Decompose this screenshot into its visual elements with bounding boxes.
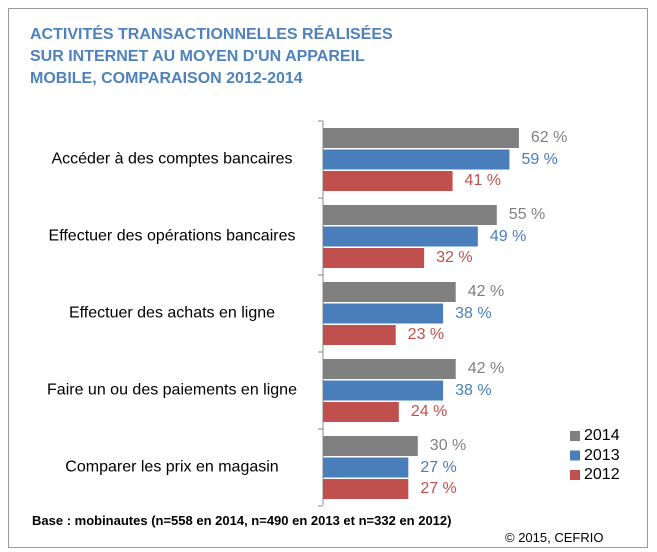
bar [323,282,456,302]
bar [323,436,418,456]
legend-label: 2012 [584,466,620,483]
frame [8,8,648,548]
source: © 2015, CEFRIO [505,530,604,545]
bar [323,359,456,379]
bar [323,149,510,170]
value-label: 27 % [420,458,457,476]
value-label: 38 % [455,304,492,322]
bar [323,248,425,268]
value-label: 59 % [521,150,558,168]
category-label: Comparer les prix en magasin [65,458,279,476]
bar [323,457,409,478]
category-label: Effectuer des opérations bancaires [48,227,296,245]
value-label: 62 % [530,129,568,146]
bar [323,402,399,422]
footnote: Base : mobinautes (n=558 en 2014, n=490 … [32,513,452,528]
bar [323,128,519,148]
value-label: 42 % [467,360,505,377]
bar [323,205,497,225]
category-label: Effectuer des achats en ligne [68,304,276,322]
bar [323,226,478,247]
value-label: 42 % [467,283,505,300]
value-label: 32 % [436,249,473,266]
value-label: 27 % [420,480,457,497]
legend-swatch [570,450,580,461]
value-label: 55 % [508,206,546,223]
bar [323,325,396,345]
value-label: 23 % [407,326,445,343]
value-label: 41 % [464,172,502,189]
bar [323,171,453,191]
bar [323,479,409,499]
value-label: 30 % [429,437,467,454]
category-label: Faire un ou des paiements en ligne [47,381,297,399]
legend-label: 2013 [584,446,620,464]
value-label: 24 % [410,403,448,420]
legend-swatch [570,431,580,441]
value-label: 49 % [489,227,527,245]
legend-label: 2014 [584,427,620,444]
chart-title: ACTIVITÉS TRANSACTIONNELLES RÉALISÉES SU… [30,26,393,87]
bar [323,380,444,401]
bar [323,303,444,324]
value-label: 38 % [455,381,492,399]
category-label: Accéder à des comptes bancaires [51,150,293,168]
legend-swatch [570,470,580,480]
